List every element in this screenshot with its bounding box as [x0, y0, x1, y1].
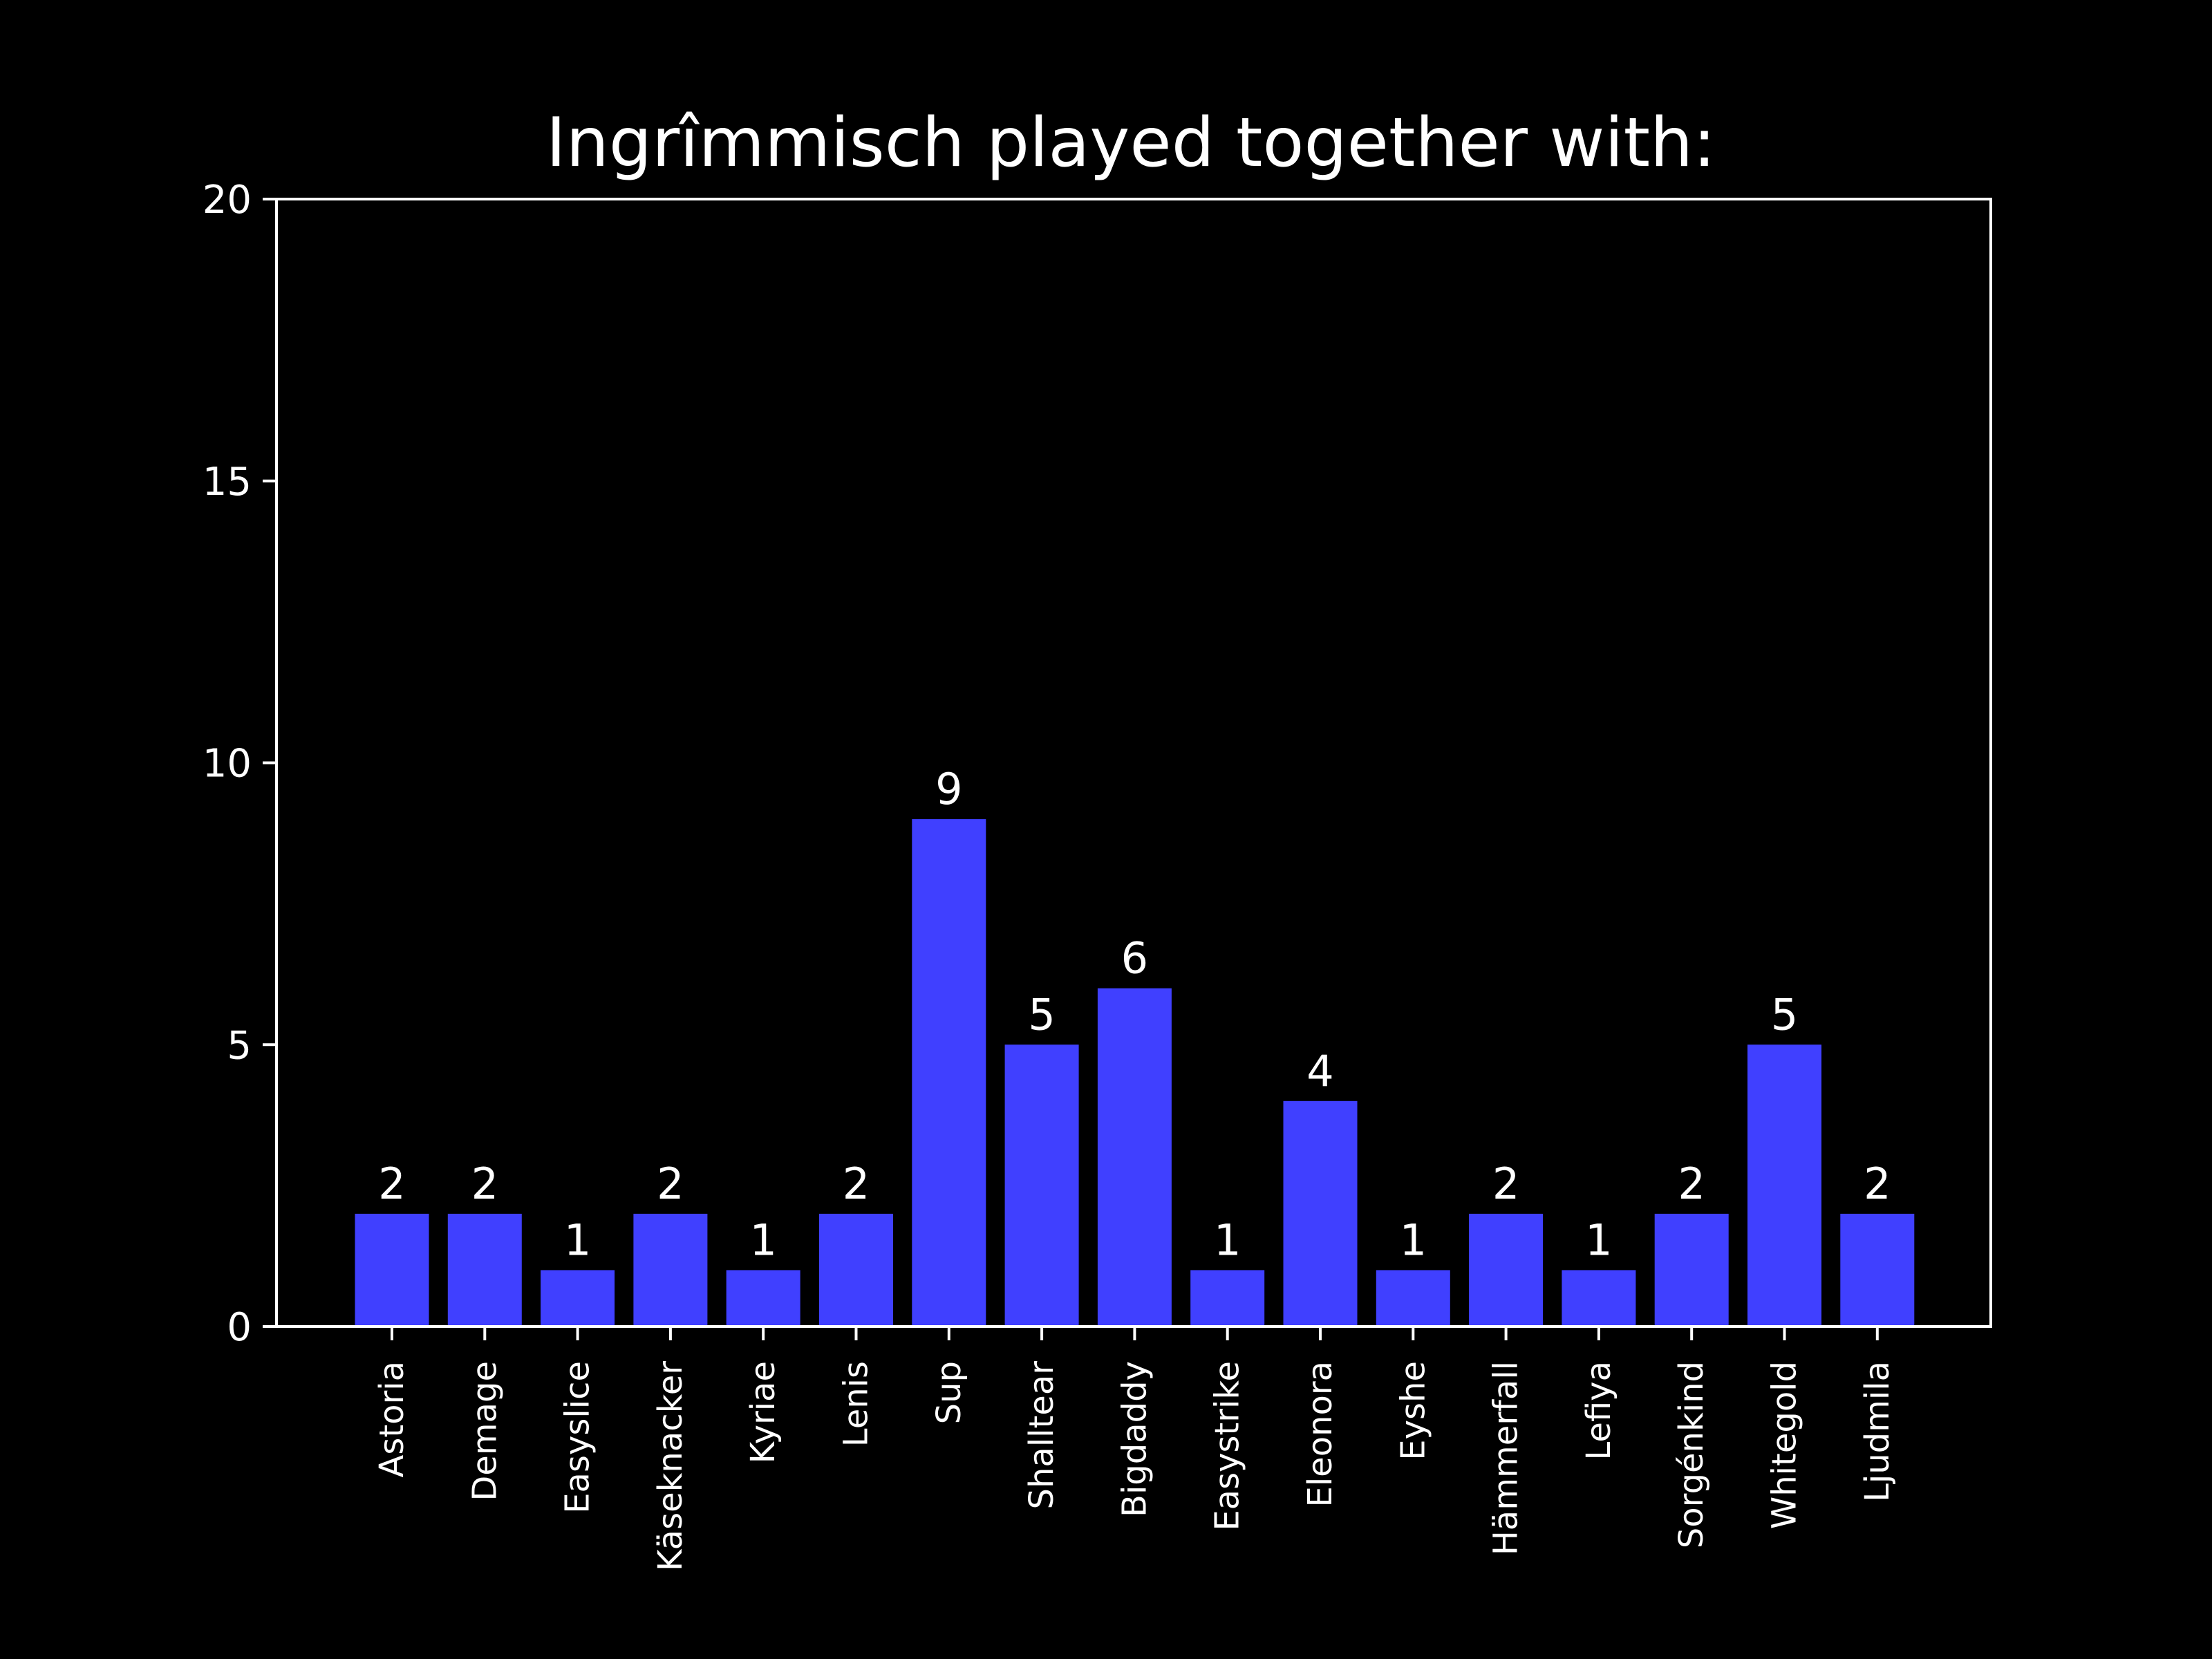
bar-value-label: 2 — [1492, 1159, 1519, 1209]
x-tick-label: Whitegold — [1765, 1361, 1804, 1529]
bar-7 — [912, 819, 986, 1327]
bar-value-label: 1 — [1400, 1215, 1427, 1265]
x-tick-label: Hämmerfall — [1487, 1361, 1526, 1555]
x-tick-label: Lefiya — [1580, 1361, 1618, 1460]
bar-17 — [1840, 1213, 1915, 1327]
bar-12 — [1376, 1270, 1450, 1327]
bar-6 — [819, 1213, 893, 1327]
bar-value-label: 6 — [1121, 933, 1148, 984]
bar-value-label: 2 — [843, 1159, 870, 1209]
y-tick-label: 10 — [203, 742, 252, 787]
bar-14 — [1562, 1270, 1636, 1327]
bar-15 — [1654, 1213, 1729, 1327]
bar-9 — [1097, 988, 1172, 1327]
bar-4 — [633, 1213, 708, 1327]
chart-title: Ingrîmmisch played together with: — [546, 104, 1716, 182]
y-tick-label: 20 — [203, 178, 252, 223]
y-tick-label: 5 — [227, 1023, 252, 1068]
x-tick-label: Sorgénkind — [1672, 1361, 1711, 1548]
bar-value-label: 1 — [749, 1215, 776, 1265]
bar-16 — [1747, 1044, 1821, 1327]
x-tick-label: Lenis — [837, 1361, 876, 1447]
y-tick-label: 15 — [203, 460, 252, 505]
x-tick-label: Shalltear — [1022, 1361, 1061, 1510]
x-tick-label: Käseknacker — [651, 1361, 690, 1571]
bar-value-label: 1 — [1585, 1215, 1612, 1265]
bar-value-label: 1 — [1214, 1215, 1241, 1265]
x-tick-label: Eleonora — [1301, 1361, 1340, 1508]
bar-value-label: 2 — [1678, 1159, 1705, 1209]
bar-8 — [1004, 1044, 1079, 1327]
x-tick-label: Demage — [465, 1361, 504, 1501]
bar-value-label: 2 — [657, 1159, 684, 1209]
y-tick-label: 0 — [227, 1305, 252, 1350]
x-tick-label: Easystrike — [1208, 1361, 1247, 1531]
x-tick-label: Eyshe — [1394, 1361, 1432, 1461]
bars-layer: 2 2 1 2 1 2 9 5 6 1 4 1 2 1 2 5 2 — [355, 764, 1915, 1327]
bar-5 — [726, 1270, 800, 1327]
bar-1 — [355, 1213, 429, 1327]
bar-11 — [1283, 1100, 1358, 1327]
bar-value-label: 2 — [471, 1159, 498, 1209]
bar-13 — [1469, 1213, 1544, 1327]
x-tick-label: Easyslice — [559, 1361, 597, 1514]
bar-10 — [1190, 1270, 1265, 1327]
bar-value-label: 4 — [1306, 1046, 1333, 1096]
x-tick-label: Ljudmila — [1858, 1361, 1897, 1502]
x-tick-label: Sup — [930, 1361, 968, 1424]
bar-value-label: 2 — [378, 1159, 405, 1209]
bar-value-label: 1 — [564, 1215, 591, 1265]
x-tick-label: Bigdaddy — [1115, 1361, 1154, 1517]
bar-3 — [541, 1270, 615, 1327]
plot-frame — [275, 198, 1992, 1328]
bar-2 — [447, 1213, 522, 1327]
bar-value-label: 2 — [1864, 1159, 1891, 1209]
x-tick-label: Kyriae — [744, 1361, 782, 1463]
bar-value-label: 5 — [1771, 989, 1798, 1040]
x-tick-label: Astoria — [373, 1361, 411, 1478]
bar-value-label: 9 — [935, 764, 962, 814]
bar-value-label: 5 — [1028, 989, 1055, 1040]
